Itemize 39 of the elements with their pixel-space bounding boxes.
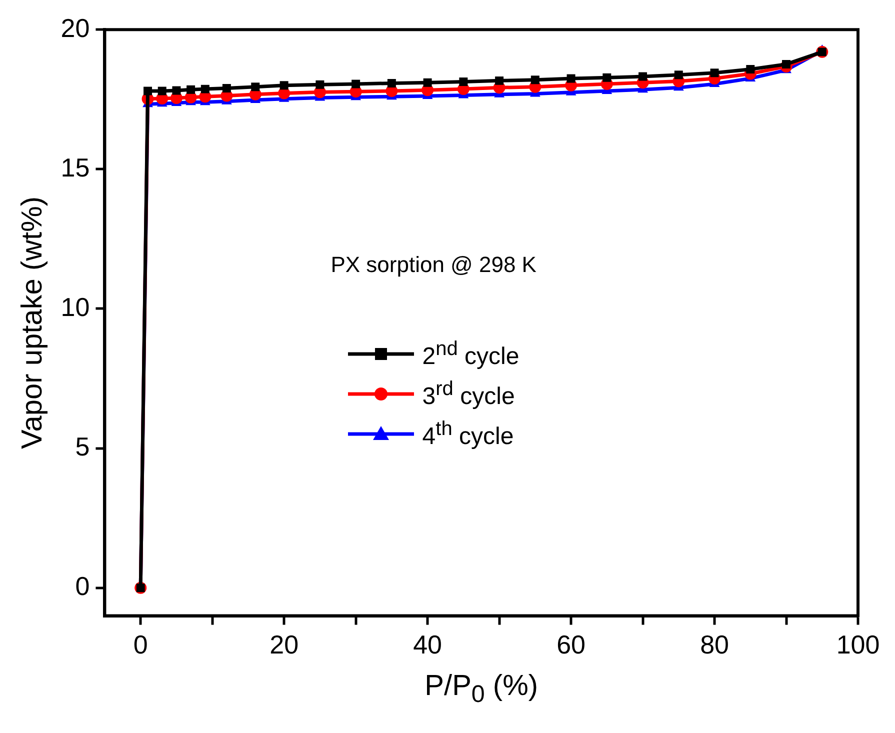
point <box>251 82 260 92</box>
y-tick-label: 15 <box>60 152 90 182</box>
y-tick-label: 20 <box>60 12 90 43</box>
point <box>222 84 231 92</box>
y-tick-label: 5 <box>75 431 90 462</box>
point <box>352 80 360 88</box>
x-tick-label: 20 <box>270 630 299 660</box>
legend-label: 2$^{nd}$ cycle <box>422 338 520 371</box>
point <box>674 70 683 80</box>
point <box>746 64 755 74</box>
x-tick-label: 80 <box>700 630 729 660</box>
x-axis-title: P/P$_{0}$ (%) <box>424 670 540 709</box>
point <box>387 78 396 88</box>
point <box>530 76 540 84</box>
point <box>710 68 719 78</box>
point <box>316 80 324 89</box>
annotation: PX sorption @ 298 K <box>330 252 536 278</box>
x-tick-label: 100 <box>836 630 880 660</box>
point <box>602 73 612 82</box>
y-axis-title: Vapor uptake (wt%) <box>16 196 48 449</box>
point <box>280 81 288 90</box>
point <box>495 76 504 85</box>
y-tick-label: 0 <box>75 571 90 602</box>
point <box>172 86 181 95</box>
point <box>423 78 432 87</box>
point <box>186 85 196 94</box>
point <box>158 86 166 96</box>
point <box>144 86 152 96</box>
x-tick-label: 60 <box>556 630 586 660</box>
x-tick-label: 0 <box>133 630 148 660</box>
y-tick-label: 10 <box>60 292 90 322</box>
point <box>638 72 648 81</box>
point <box>782 60 790 68</box>
point <box>459 78 468 86</box>
legend-label: 3$^{rd}$ cycle <box>422 378 515 411</box>
legend-label: 4$^{th}$ cycle <box>422 418 514 451</box>
point <box>200 84 210 94</box>
x-tick-label: 40 <box>413 630 442 660</box>
point <box>566 74 576 83</box>
